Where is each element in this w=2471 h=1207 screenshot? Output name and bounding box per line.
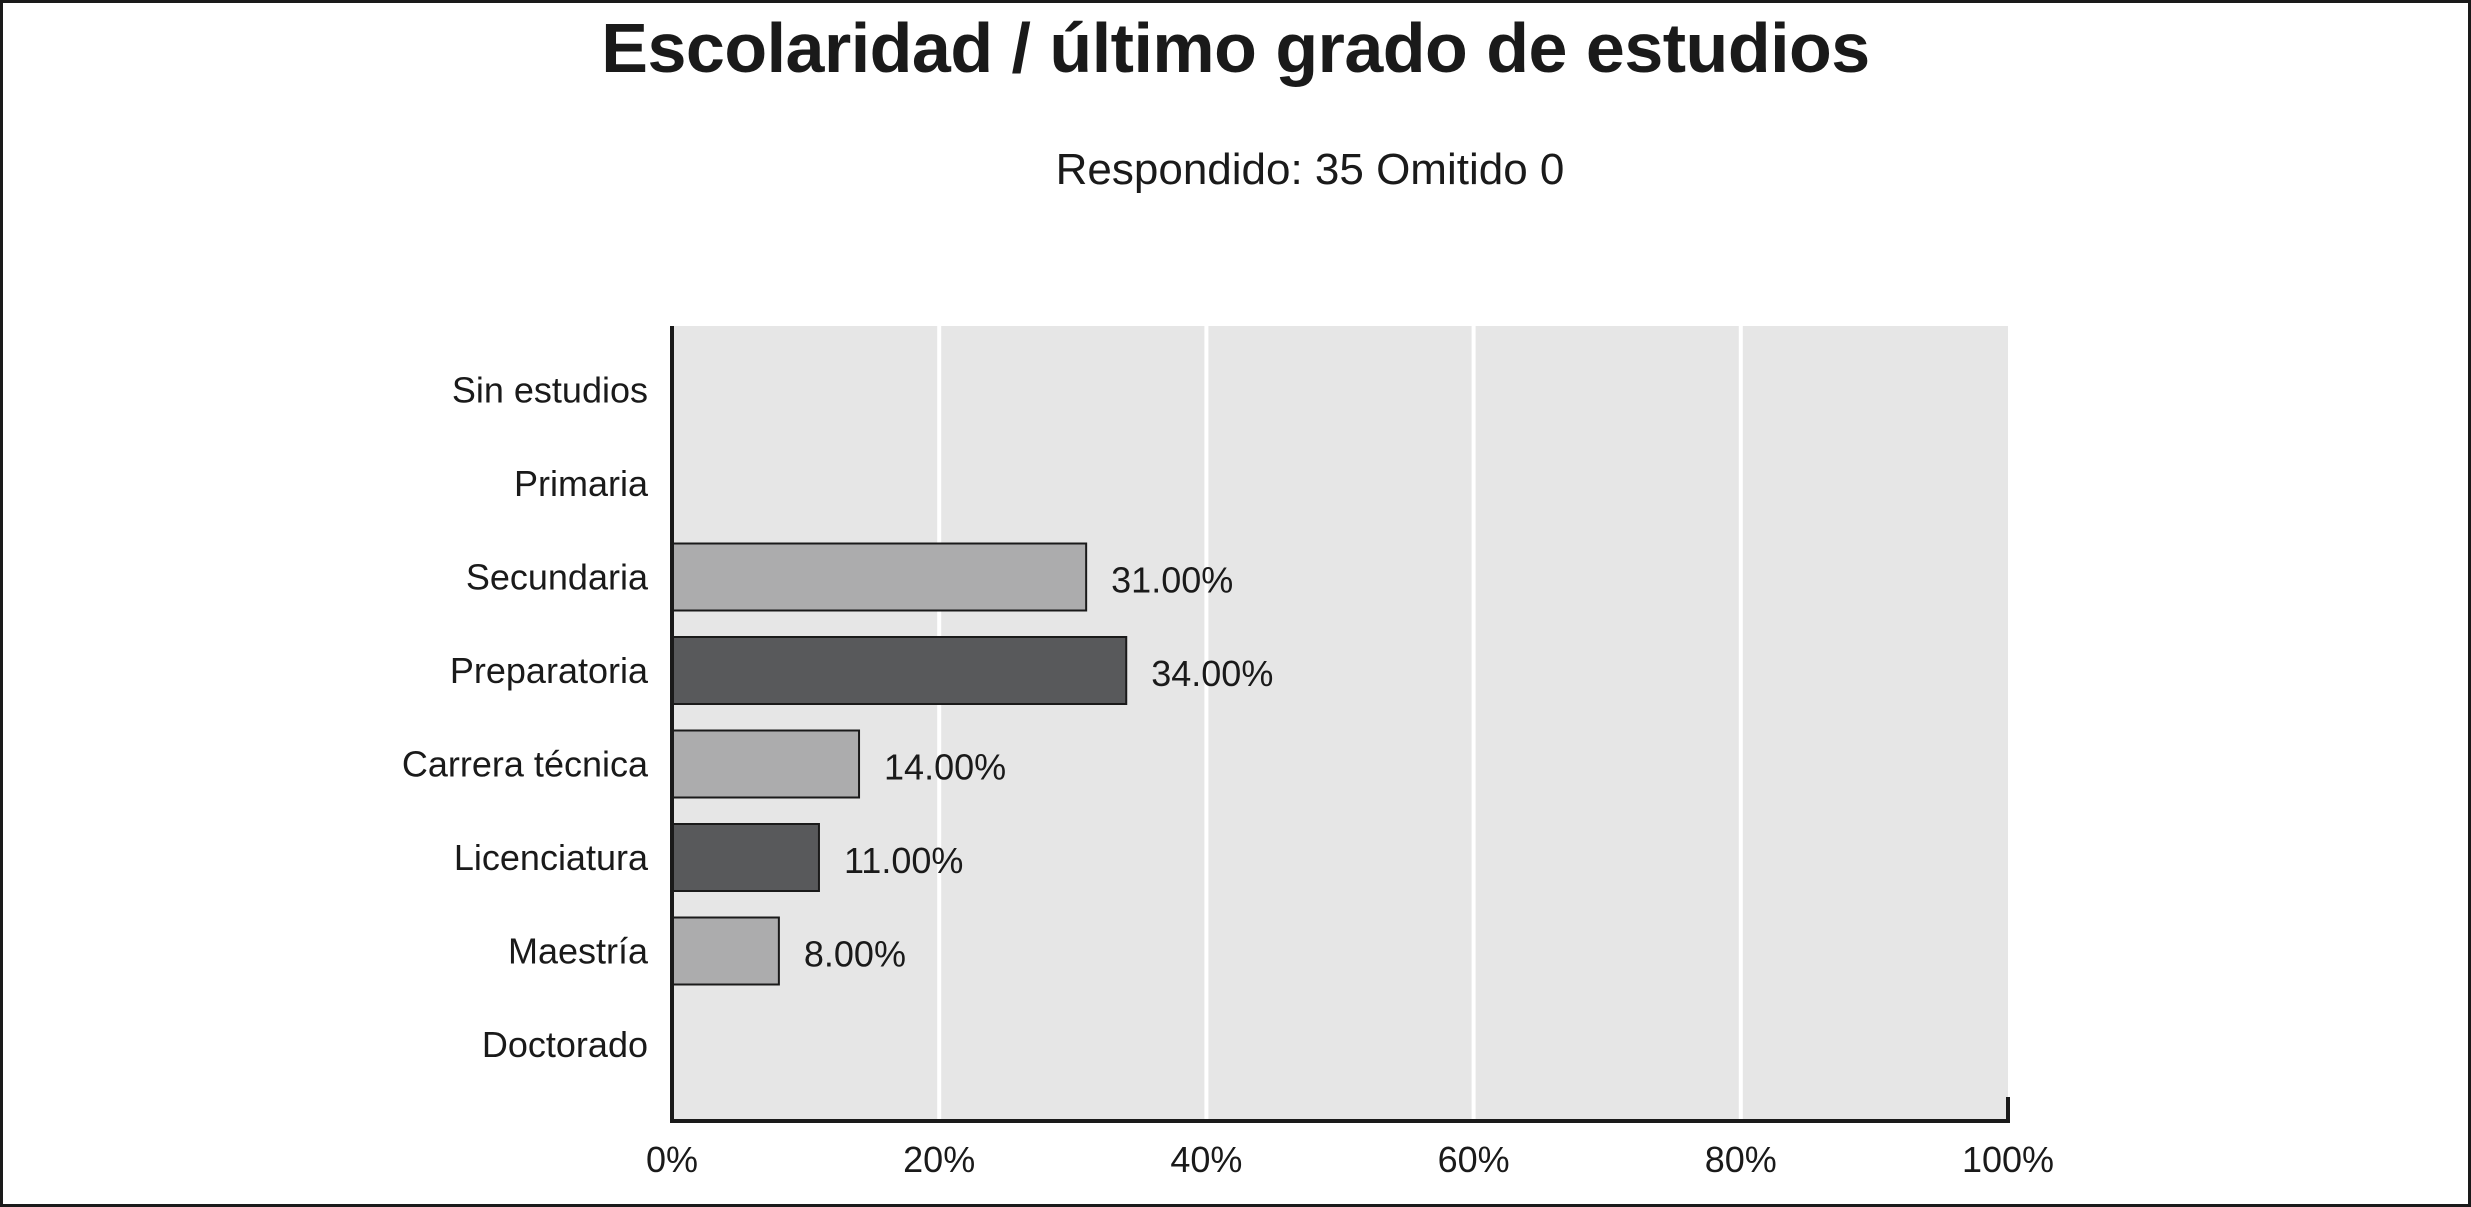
x-tick-label: 80%	[1705, 1139, 1777, 1180]
bar	[671, 729, 861, 799]
data-label: 14.00%	[884, 747, 1006, 788]
chart-title: Escolaridad / último grado de estudios	[601, 9, 1870, 87]
category-label: Maestría	[508, 931, 649, 972]
bars	[671, 542, 1128, 986]
category-label: Sin estudios	[452, 370, 648, 411]
gridlines	[937, 326, 1743, 1121]
bar	[671, 542, 1088, 612]
x-tick-label: 40%	[1170, 1139, 1242, 1180]
value-labels: 31.00% 34.00% 14.00% 11.00% 8.00%	[804, 560, 1273, 975]
category-labels: Sin estudios Primaria Secundaria Preparator…	[402, 370, 649, 1066]
category-label: Primaria	[514, 463, 649, 504]
bar	[671, 916, 780, 986]
category-label: Doctorado	[482, 1024, 648, 1065]
data-label: 8.00%	[804, 934, 906, 975]
bar	[671, 823, 820, 892]
category-label: Secundaria	[466, 557, 649, 598]
category-label: Licenciatura	[454, 837, 649, 878]
plot-background	[672, 326, 2008, 1121]
x-tick-label: 20%	[903, 1139, 975, 1180]
x-tick-label: 60%	[1438, 1139, 1510, 1180]
bar	[671, 636, 1128, 705]
category-label: Preparatoria	[450, 650, 649, 691]
x-tick-labels: 0% 20% 40% 60% 80% 100%	[646, 1139, 2054, 1180]
x-tick-label: 100%	[1962, 1139, 2054, 1180]
data-label: 11.00%	[844, 840, 963, 881]
axes	[670, 326, 2010, 1123]
chart-subtitle: Respondido: 35 Omitido 0	[1055, 145, 1565, 194]
x-tick-label: 0%	[646, 1139, 698, 1180]
data-label: 31.00%	[1111, 560, 1233, 601]
data-label: 34.00%	[1151, 653, 1273, 694]
category-label: Carrera técnica	[402, 744, 649, 785]
